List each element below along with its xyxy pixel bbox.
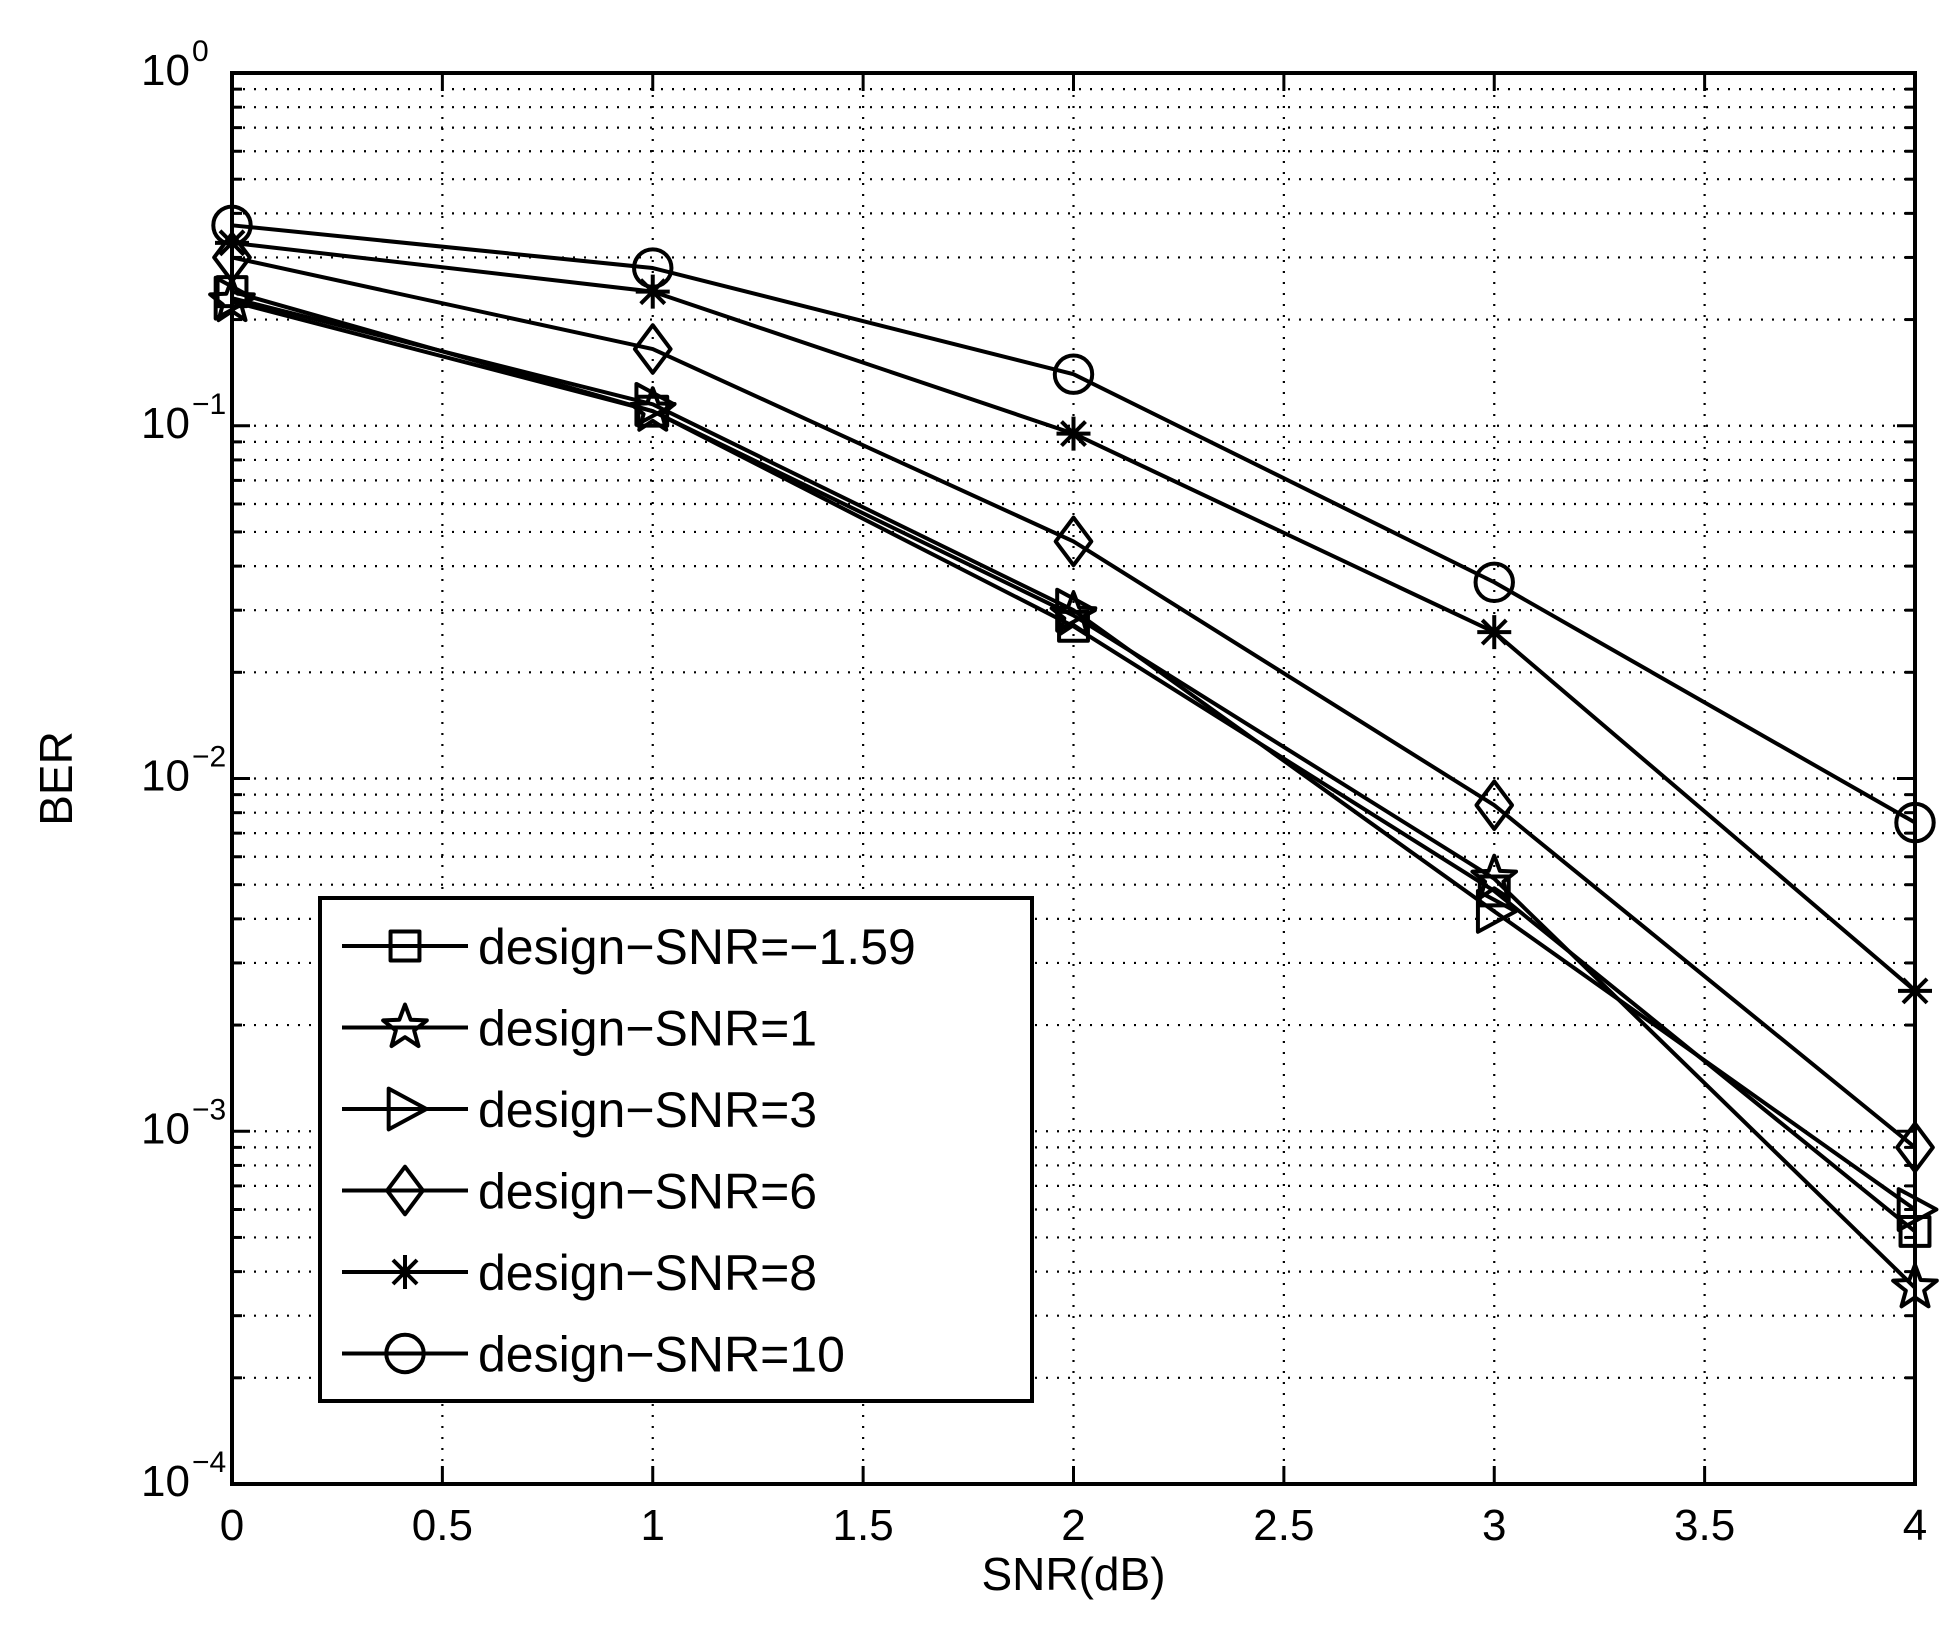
series: [208, 204, 1939, 1309]
data-point: [635, 274, 670, 309]
y-tick-label: 10: [141, 1104, 190, 1153]
legend-marker: [381, 1002, 429, 1049]
series-3: [213, 275, 1939, 1232]
y-tick-exponent: −4: [192, 1446, 226, 1479]
legend-label: design−SNR=8: [478, 1245, 817, 1301]
data-point: [1891, 1262, 1939, 1309]
data-point: [212, 231, 252, 284]
y-tick-exponent: −1: [192, 388, 226, 421]
legend-item: design−SNR=1: [342, 1001, 817, 1057]
data-point: [1898, 973, 1932, 1008]
x-tick-label: 3: [1482, 1501, 1506, 1550]
legend-label: design−SNR=1: [478, 1001, 817, 1057]
data-point: [1898, 1214, 1932, 1248]
legend-label: design−SNR=6: [478, 1164, 817, 1220]
y-axis-label: BER: [30, 731, 82, 826]
data-point: [1055, 587, 1097, 633]
legend-marker: [385, 1164, 425, 1217]
series-line: [231, 299, 1917, 1290]
x-axis-label: SNR(dB): [981, 1548, 1165, 1600]
legend: design−SNR=−1.59 design−SNR=1 design−SNR=3…: [318, 896, 1034, 1403]
data-point: [1056, 416, 1091, 451]
legend-label: design−SNR=−1.59: [478, 919, 916, 975]
data-point: [213, 275, 256, 321]
y-tick-label: 10: [141, 1457, 190, 1506]
legend-box: [318, 896, 1034, 1403]
legend-item: design−SNR=8: [342, 1245, 817, 1301]
legend-label: design−SNR=3: [478, 1082, 817, 1138]
series-4: [212, 231, 1935, 1174]
series-line: [231, 255, 1917, 1149]
grid: [232, 73, 1915, 1484]
legend-marker: [388, 1255, 422, 1289]
data-point: [1896, 1187, 1939, 1232]
legend-item: design−SNR=3: [342, 1082, 817, 1138]
legend-item: design−SNR=−1.59: [342, 919, 916, 975]
x-tick-label: 0: [220, 1501, 244, 1550]
x-tick-label: 2.5: [1253, 1501, 1314, 1550]
data-point: [1474, 779, 1515, 832]
data-point: [1470, 853, 1519, 900]
legend-marker: [384, 1332, 426, 1375]
series-line: [231, 296, 1917, 1212]
series-line: [231, 223, 1916, 825]
data-point: [634, 381, 677, 427]
data-point: [211, 204, 253, 247]
data-point: [1477, 615, 1512, 650]
legend-item: design−SNR=10: [342, 1327, 845, 1383]
series-5: [215, 225, 1932, 1008]
y-tick-exponent: 0: [192, 35, 209, 68]
data-point: [1475, 888, 1518, 934]
series-6: [211, 204, 1936, 844]
y-tick-exponent: −3: [192, 1093, 226, 1126]
data-point: [1053, 515, 1094, 568]
x-tick-label: 0.5: [412, 1501, 473, 1550]
x-tick-label: 3.5: [1674, 1501, 1735, 1550]
data-point: [632, 323, 673, 375]
x-tick-label: 1.5: [833, 1501, 894, 1550]
x-tick-label: 2: [1061, 1501, 1085, 1550]
y-tick-label: 10: [141, 752, 190, 801]
x-tick-label: 4: [1903, 1501, 1927, 1550]
data-point: [1895, 1121, 1935, 1174]
legend-item: design−SNR=6: [342, 1164, 817, 1220]
y-tick-label: 10: [141, 399, 190, 448]
legend-marker: [386, 1086, 429, 1132]
data-point: [1052, 353, 1095, 395]
data-point: [1894, 801, 1936, 844]
x-tick-label: 1: [641, 1501, 665, 1550]
data-point: [1473, 561, 1515, 603]
data-point: [632, 247, 674, 289]
legend-marker: [388, 929, 422, 963]
legend-label: design−SNR=10: [478, 1327, 845, 1383]
y-tick-label: 10: [141, 46, 190, 95]
y-tick-exponent: −2: [192, 741, 226, 774]
